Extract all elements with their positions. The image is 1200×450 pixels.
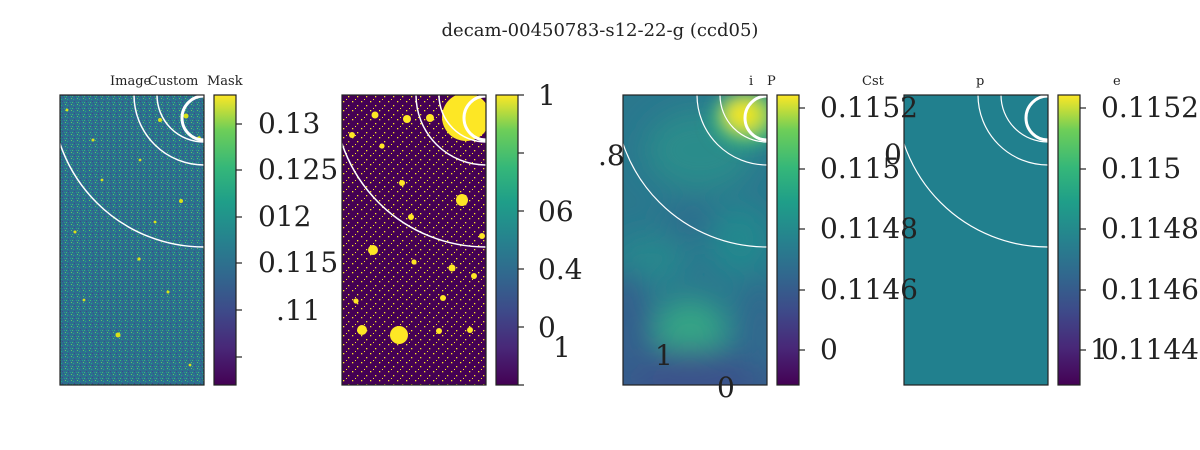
panel-smooth xyxy=(623,95,767,385)
cb3-tick-4: 0 xyxy=(820,333,838,366)
cb2-tick-0: 1 xyxy=(538,79,556,112)
cb1-tick-3: 0.115 xyxy=(258,246,339,279)
image-sources xyxy=(65,108,201,367)
cb1-tick-1: 0.125 xyxy=(258,153,339,186)
cb2-tick-1: 06 xyxy=(538,195,574,228)
smooth-frame xyxy=(622,94,768,386)
flat-frame xyxy=(903,94,1049,386)
mask-speckle xyxy=(342,95,486,385)
image-rings xyxy=(60,95,204,248)
cb3-tick-0: 0.1152 xyxy=(820,91,918,124)
mask-frame xyxy=(341,94,487,386)
cb2-tick-2: 0.4 xyxy=(538,253,583,286)
image-noise xyxy=(60,95,204,385)
cb2-extra-label: 1 xyxy=(553,331,571,364)
smooth-field xyxy=(623,110,767,385)
cb3-tick-1: 0.115 xyxy=(820,152,901,185)
panel-flat xyxy=(904,95,1048,385)
cb1-tick-2: 012 xyxy=(258,200,312,233)
flat-field xyxy=(904,95,1048,385)
cb3-tick-3: 0.1146 xyxy=(820,273,918,306)
panel-mask xyxy=(342,95,486,385)
colorbar-image xyxy=(213,94,237,386)
colorbar-mask xyxy=(495,94,519,386)
panel-label-custom: Custom xyxy=(148,74,199,89)
panel-label-p: p xyxy=(976,74,985,89)
panel-label-i: i xyxy=(749,74,754,89)
flat-rings xyxy=(904,95,1048,248)
smooth-rings xyxy=(623,95,767,248)
colorbar-smooth-ticks xyxy=(799,107,805,351)
cb4-tick-2: 0.1148 xyxy=(1101,212,1199,245)
cb1-tick-0: 0.13 xyxy=(258,107,321,140)
smooth-extra-label-1: 1 xyxy=(655,339,673,372)
colorbar-flat xyxy=(1057,94,1081,386)
panel-label-cst: Cst xyxy=(862,74,884,89)
smooth-extra-label-0: .8 xyxy=(598,139,625,172)
image-frame xyxy=(59,94,205,386)
cb3-tick-2: 0.1148 xyxy=(820,212,918,245)
colorbar-smooth xyxy=(776,94,800,386)
cb4-tick-3: 0.1146 xyxy=(1101,273,1199,306)
panel-label-e: e xyxy=(1113,74,1121,89)
smooth-extra-label-2: 0 xyxy=(717,371,735,404)
colorbar-image-ticks xyxy=(236,123,242,358)
colorbar-flat-ticks xyxy=(1080,107,1086,351)
panel-label-mask: Mask xyxy=(207,74,243,89)
panel-label-p-upper: P xyxy=(767,74,776,89)
figure-title: decam-00450783-s12-22-g (ccd05) xyxy=(441,20,759,41)
panel-image xyxy=(60,95,204,385)
flat-extra-label-0: 0 xyxy=(884,138,902,171)
cb4-tick-0: 0.1152 xyxy=(1101,91,1199,124)
cb4-tick-1: 0.115 xyxy=(1101,152,1182,185)
mask-rings xyxy=(342,95,486,248)
colorbar-mask-ticks xyxy=(518,94,524,386)
panel-label-image: Image xyxy=(110,74,152,89)
cb1-tick-4: .11 xyxy=(276,294,321,327)
flat-extra-label-1: 1 xyxy=(1090,333,1108,366)
cb4-tick-4: 0.1144 xyxy=(1101,333,1199,366)
cb2-tick-3: 0 xyxy=(538,311,556,344)
